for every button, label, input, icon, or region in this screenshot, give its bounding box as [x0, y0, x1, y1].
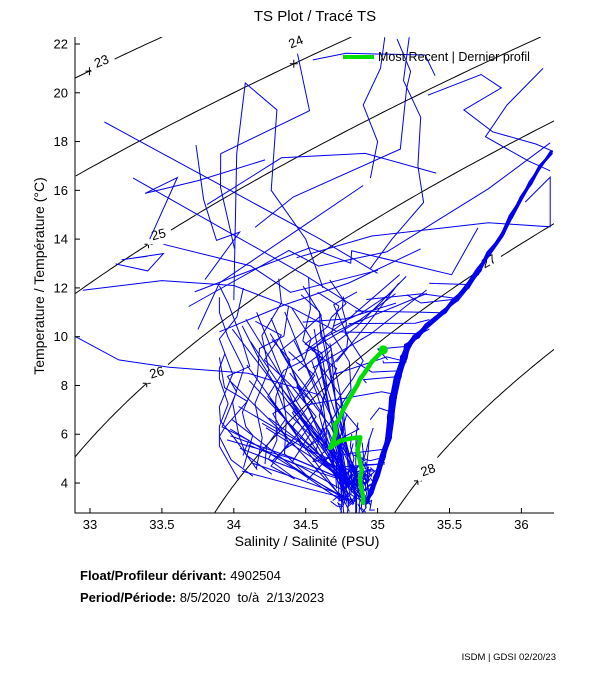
y-tick-label: 4 [61, 476, 68, 491]
x-tick-label: 36 [514, 517, 528, 532]
x-tick-label: 35.5 [437, 517, 462, 532]
x-tick-label: 35 [370, 517, 384, 532]
x-tick-label: 33 [83, 517, 97, 532]
x-tick-label: 33.5 [149, 517, 174, 532]
legend-recent-profile-label: Most Recent | Dernier profil [378, 50, 530, 64]
y-tick-label: 18 [54, 134, 68, 149]
y-tick-label: 14 [54, 232, 68, 247]
x-tick-label: 34.5 [293, 517, 318, 532]
period-line: Period/Période: 8/5/2020 to/à 2/13/2023 [80, 590, 324, 605]
float-id-label: Float/Profileur dérivant: [80, 568, 227, 583]
tick-labels: 33 33.5 34 34.5 35 35.5 36 4 6 8 10 12 14 16 18 20 22 [54, 37, 529, 533]
float-id-line: Float/Profileur dérivant: 4902504 [80, 568, 281, 583]
y-tick-label: 20 [54, 85, 68, 100]
contour-label-text: 27 [479, 251, 499, 271]
y-tick-label: 12 [54, 280, 68, 295]
y-tick-label: 22 [54, 37, 68, 52]
period-value: 8/5/2020 to/à 2/13/2023 [176, 590, 325, 605]
x-axis-label: Salinity / Salinité (PSU) [234, 533, 380, 549]
legend-recent-profile-swatch [343, 55, 374, 59]
y-tick-label: 16 [54, 183, 68, 198]
y-tick-label: 10 [54, 329, 68, 344]
contour-label-text: 26 [148, 363, 166, 381]
contour-label-plus-icon [289, 59, 298, 68]
float-id-value: 4902504 [226, 568, 281, 583]
recent-profile-line [327, 345, 388, 506]
y-tick-label: 8 [61, 378, 68, 393]
float-ts-traces [75, 37, 554, 513]
page-title: TS Plot / Tracé TS [253, 8, 377, 25]
contour-label-text: 24 [286, 32, 305, 51]
contour-label-text: 23 [92, 51, 111, 70]
period-label: Period/Période: [80, 590, 177, 605]
axes [74, 37, 554, 514]
recent-profile-start-marker [378, 345, 388, 355]
y-axis-label: Temperature / Température (°C) [31, 177, 47, 375]
y-tick-label: 6 [61, 427, 68, 442]
credit-text: ISDM | GDSI 02/20/23 [461, 652, 556, 663]
x-tick-label: 34 [227, 517, 241, 532]
contour-label-text: 28 [419, 460, 438, 479]
